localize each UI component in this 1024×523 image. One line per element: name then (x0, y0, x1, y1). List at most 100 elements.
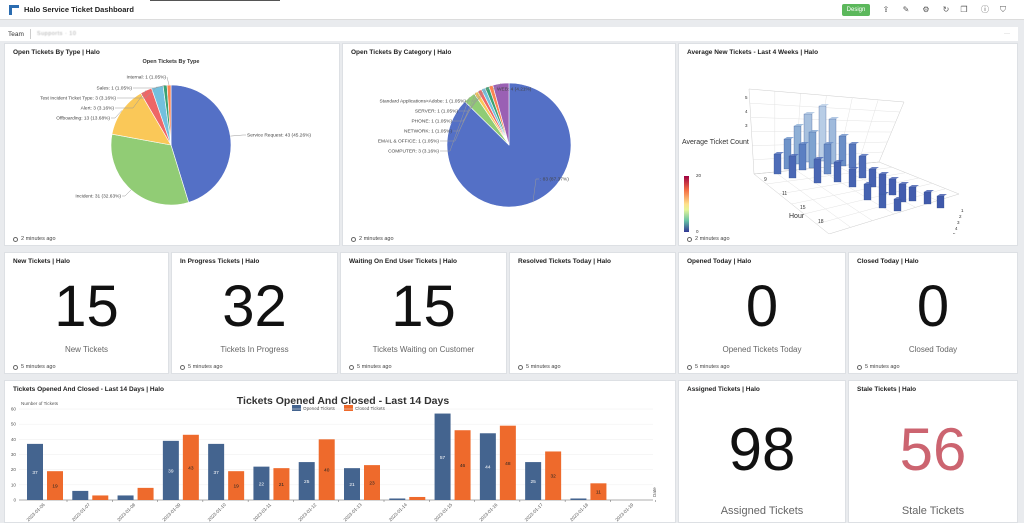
3d-bar[interactable] (833, 161, 842, 183)
bar[interactable] (253, 466, 270, 500)
bar[interactable] (525, 462, 542, 500)
legend-label[interactable]: Closed Tickets (355, 406, 386, 411)
3d-bar-top (899, 182, 909, 184)
tile-title: Waiting On End User Tickets | Halo (349, 258, 458, 265)
bar[interactable] (137, 487, 154, 500)
chart-title: Open Tickets By Type (143, 59, 200, 65)
edit-icon[interactable]: ✎ (902, 5, 910, 14)
bar-label: 39 (168, 468, 174, 474)
3d-bar[interactable] (888, 178, 897, 196)
label-leader (453, 88, 484, 122)
bar[interactable] (364, 465, 380, 500)
y-tick-label: 60 (11, 407, 17, 412)
clock-icon (349, 364, 354, 370)
design-button[interactable]: Design (842, 4, 870, 16)
bar[interactable] (545, 451, 562, 500)
clock-icon (351, 236, 356, 242)
x-tick-label: 2023-01-13 (343, 502, 363, 522)
shield-icon[interactable]: ⛉ (1000, 5, 1006, 14)
pie-slice[interactable] (110, 133, 189, 206)
3d-bar[interactable] (923, 191, 932, 205)
bar[interactable] (434, 413, 451, 500)
share-icon[interactable]: ⇪ (882, 5, 890, 14)
tile-title: Open Tickets By Category | Halo (351, 49, 452, 56)
3d-bar[interactable] (936, 195, 945, 209)
pie-slice[interactable] (166, 84, 172, 146)
3d-bar[interactable] (848, 143, 857, 169)
refresh-icon[interactable]: ↻ (942, 5, 950, 14)
legend-swatch[interactable] (292, 405, 301, 411)
3d-bar[interactable] (863, 183, 872, 201)
bar[interactable] (590, 483, 607, 500)
tile-footer: 5 minutes ago (349, 364, 392, 370)
bar[interactable] (92, 495, 109, 500)
3d-bar-top (869, 167, 879, 169)
y-tick-label: 40 (11, 437, 17, 442)
bar[interactable] (318, 439, 335, 500)
team-filter-value[interactable]: Supports · 10 (36, 31, 77, 37)
bar[interactable] (27, 443, 43, 500)
waiting-label: Tickets Waiting on Customer (372, 345, 475, 354)
bar[interactable] (298, 462, 315, 500)
bar[interactable] (454, 430, 471, 500)
updated-time: 5 minutes ago (526, 364, 561, 370)
bar[interactable] (72, 490, 89, 500)
y-axis-label: Number of Tickets (21, 401, 59, 406)
3d-bar[interactable] (813, 158, 822, 184)
new-tickets-count: 15 (54, 274, 119, 339)
bar[interactable] (273, 468, 290, 500)
in-progress-count: 32 (222, 274, 287, 339)
tile-open-tickets-by-category: Open Tickets By Category | Halo : 83 (87… (342, 43, 676, 246)
bar[interactable] (117, 495, 134, 500)
scale-max: 20 (696, 173, 702, 178)
filter-menu-icon[interactable]: ··· (1004, 31, 1010, 37)
3d-bar-top (937, 194, 947, 196)
info-icon[interactable]: ⓘ (981, 5, 989, 14)
3d-bar[interactable] (823, 143, 832, 175)
3d-bar[interactable] (878, 173, 887, 195)
hour-tick: 11 (782, 191, 787, 197)
bar[interactable] (47, 471, 63, 500)
3d-bar-top (774, 152, 784, 154)
copy-icon[interactable]: ❐ (960, 5, 968, 14)
tile-footer: 5 minutes ago (13, 364, 56, 370)
bar[interactable] (389, 498, 406, 500)
bar[interactable] (499, 425, 516, 500)
3d-bar[interactable] (893, 198, 902, 212)
bar[interactable] (228, 471, 245, 500)
stale-count: 56 (899, 416, 967, 483)
bar[interactable] (344, 468, 360, 500)
3d-bar[interactable] (858, 155, 867, 179)
bar[interactable] (479, 433, 496, 500)
assigned-count: 98 (728, 416, 796, 483)
bar[interactable] (182, 434, 199, 500)
updated-time: 2 minutes ago (21, 236, 56, 242)
slice-label: Internal: 1 (1.05%) (127, 75, 167, 81)
3d-bar[interactable] (848, 168, 857, 188)
y-tick-label: 10 (11, 482, 17, 487)
legend-label[interactable]: Opened Tickets (303, 406, 336, 411)
bar-label: 44 (485, 465, 491, 471)
3d-bar[interactable] (798, 143, 807, 171)
3d-bar-top (864, 182, 874, 184)
bar[interactable] (208, 443, 225, 500)
bar[interactable] (570, 498, 587, 500)
settings-icon[interactable]: ⚙ (922, 5, 930, 14)
slice-label: SERVER: 1 (1.05%) (415, 109, 459, 115)
bar[interactable] (409, 496, 426, 500)
3d-bar[interactable] (773, 153, 782, 175)
top-divider (150, 0, 280, 1)
updated-time: 5 minutes ago (865, 364, 900, 370)
hour-tick: 9 (764, 177, 767, 183)
3d-bar-top (794, 124, 804, 126)
bar[interactable] (162, 440, 179, 500)
3d-bar[interactable] (878, 193, 887, 209)
legend-swatch[interactable] (344, 405, 353, 411)
x-tick-label: 2023-01-09 (161, 502, 181, 522)
3d-bar[interactable] (788, 155, 797, 179)
visual-map-scale[interactable] (684, 176, 689, 232)
pie-slice[interactable] (170, 84, 232, 203)
updated-time: 2 minutes ago (695, 236, 730, 242)
y-axis-label: Average Ticket Count (682, 139, 749, 146)
3d-bar[interactable] (908, 186, 917, 202)
